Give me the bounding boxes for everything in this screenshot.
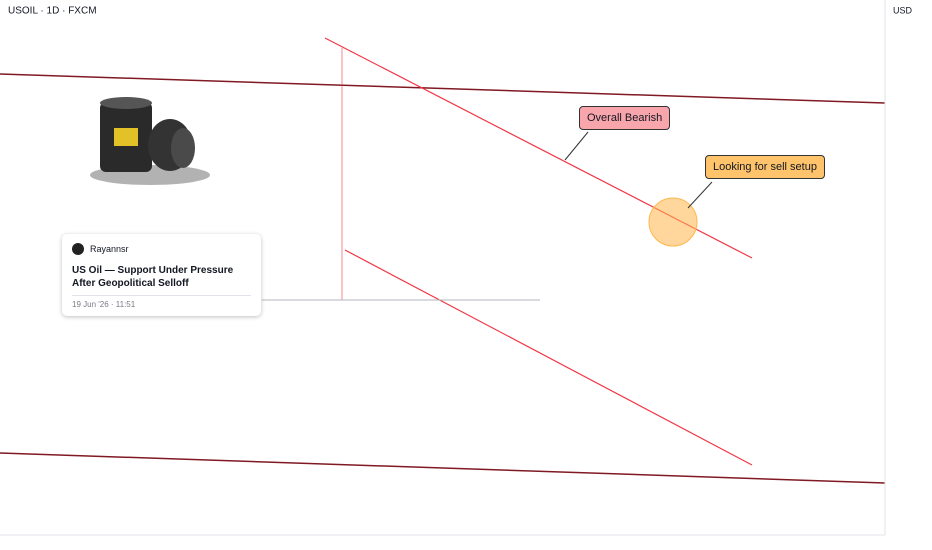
idea-author: Rayannsr — [90, 244, 129, 254]
symbol: USOIL · 1D · FXCM — [8, 6, 97, 17]
idea-date: 19 Jun '26 · 11:51 — [72, 300, 136, 309]
callout-pointer — [564, 131, 589, 161]
trend-lower — [344, 249, 753, 466]
separator — [72, 295, 251, 296]
avatar — [72, 243, 84, 255]
idea-title: US Oil — Support Under Pressure After Ge… — [72, 265, 234, 289]
callout-pointer — [687, 181, 713, 209]
callout-sell: Looking for sell setup — [705, 155, 825, 179]
oil-barrel-icon — [90, 97, 210, 185]
currency: USD — [893, 5, 913, 15]
channel-bottom — [0, 452, 886, 484]
channel-top — [0, 73, 886, 104]
sell-zone-circle — [648, 197, 698, 247]
callout-bearish: Overall Bearish — [579, 106, 671, 130]
idea-card[interactable]: Rayannsr US Oil — Support Under Pressure… — [62, 234, 261, 316]
